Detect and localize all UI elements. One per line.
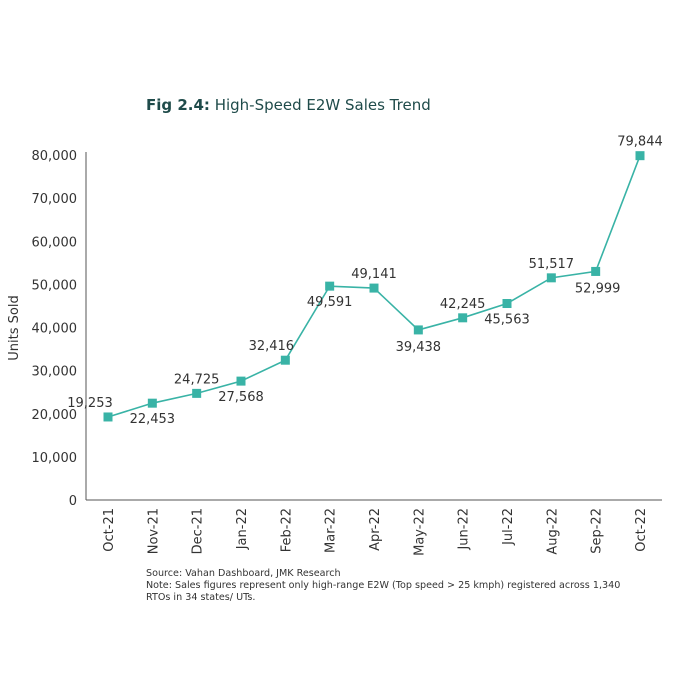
y-tick-label: 40,000 — [32, 322, 78, 337]
y-tick-labels: 0 10,000 20,000 30,000 40,000 50,000 60,000 70,… — [32, 149, 78, 509]
x-tick-label: Aug-22 — [545, 508, 560, 555]
y-tick-label: 80,000 — [32, 149, 78, 164]
data-point — [325, 281, 335, 291]
chart-notes: Source: Vahan Dashboard, JMK Research No… — [146, 568, 646, 604]
data-label: 32,416 — [249, 339, 295, 354]
source-text: Source: Vahan Dashboard, JMK Research — [146, 568, 341, 579]
data-point — [147, 398, 157, 408]
data-point — [591, 266, 601, 276]
y-axis-label: Units Sold — [7, 295, 22, 360]
note-text: Note: Sales figures represent only high-… — [146, 580, 621, 603]
x-tick-label: Dec-21 — [191, 508, 206, 554]
x-tick-labels: Oct-21 Nov-21 Dec-21 Jan-22 Feb-22 Mar-22 Apr-… — [102, 508, 649, 556]
y-tick-label: 50,000 — [32, 278, 78, 293]
data-label: 42,245 — [440, 297, 486, 312]
data-label: 79,844 — [617, 135, 663, 150]
x-tick-label: Jun-22 — [457, 508, 472, 551]
x-tick-label: Feb-22 — [279, 508, 294, 552]
x-tick-label: Mar-22 — [324, 508, 339, 553]
data-point — [546, 273, 556, 283]
data-point — [103, 412, 113, 422]
data-label: 45,563 — [484, 313, 530, 328]
data-label: 39,438 — [396, 340, 442, 355]
data-labels: 19,253 22,453 24,725 27,568 32,416 49,591 49,1… — [67, 135, 663, 427]
x-tick-label: May-22 — [412, 508, 427, 556]
y-tick-label: 10,000 — [32, 451, 78, 466]
x-tick-label: Sep-22 — [590, 508, 605, 554]
data-point — [280, 355, 290, 365]
data-label: 51,517 — [529, 257, 575, 272]
figure-number: Fig 2.4: — [146, 96, 210, 114]
y-tick-label: 70,000 — [32, 192, 78, 207]
data-point — [369, 283, 379, 293]
data-label: 52,999 — [575, 281, 621, 296]
data-point — [192, 388, 202, 398]
figure-title: Fig 2.4: High-Speed E2W Sales Trend — [146, 96, 431, 114]
x-tick-label: Jul-22 — [501, 508, 516, 546]
data-label: 49,591 — [307, 295, 353, 310]
data-point — [413, 325, 423, 335]
data-label: 22,453 — [130, 412, 176, 427]
data-label: 24,725 — [174, 372, 220, 387]
x-tick-label: Oct-22 — [634, 508, 649, 552]
data-label: 27,568 — [218, 390, 264, 405]
y-tick-label: 20,000 — [32, 408, 78, 423]
x-tick-label: Apr-22 — [368, 508, 383, 551]
x-tick-label: Oct-21 — [102, 508, 117, 552]
x-tick-label: Jan-22 — [235, 508, 250, 550]
axes — [85, 152, 662, 501]
figure-title-text: High-Speed E2W Sales Trend — [209, 96, 431, 114]
data-point — [502, 299, 512, 309]
y-tick-label: 0 — [69, 494, 77, 509]
data-label: 49,141 — [351, 267, 397, 282]
y-tick-label: 60,000 — [32, 235, 78, 250]
series-group — [103, 151, 645, 422]
x-tick-label: Nov-21 — [146, 508, 161, 554]
data-point — [458, 313, 468, 323]
y-tick-label: 30,000 — [32, 365, 78, 380]
data-point — [635, 151, 645, 161]
data-point — [236, 376, 246, 386]
data-label: 19,253 — [67, 396, 113, 411]
